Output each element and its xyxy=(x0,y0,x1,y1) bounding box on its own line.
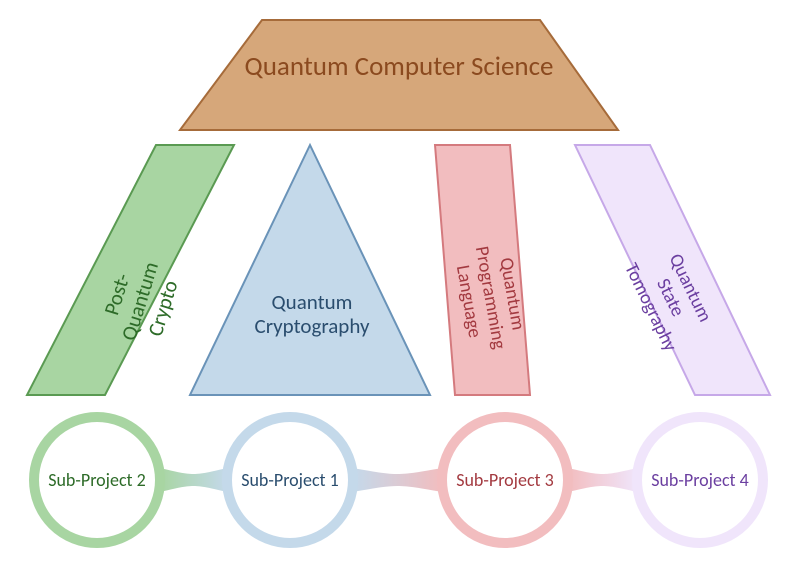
circle-sub_project_4 xyxy=(637,417,763,543)
pillar-post_quantum_crypto xyxy=(27,145,234,395)
diagram-canvas xyxy=(0,0,800,567)
top-trapezoid xyxy=(180,20,618,130)
pillar-quantum_prog_lang xyxy=(435,145,530,395)
connector-1 xyxy=(353,468,442,492)
pillar-quantum_cryptography xyxy=(190,145,430,395)
pillar-quantum_state_tomography xyxy=(575,145,770,395)
circle-sub_project_2 xyxy=(34,417,160,543)
connector-2 xyxy=(568,468,637,492)
connector-0 xyxy=(160,468,227,492)
circle-sub_project_1 xyxy=(227,417,353,543)
circle-sub_project_3 xyxy=(442,417,568,543)
